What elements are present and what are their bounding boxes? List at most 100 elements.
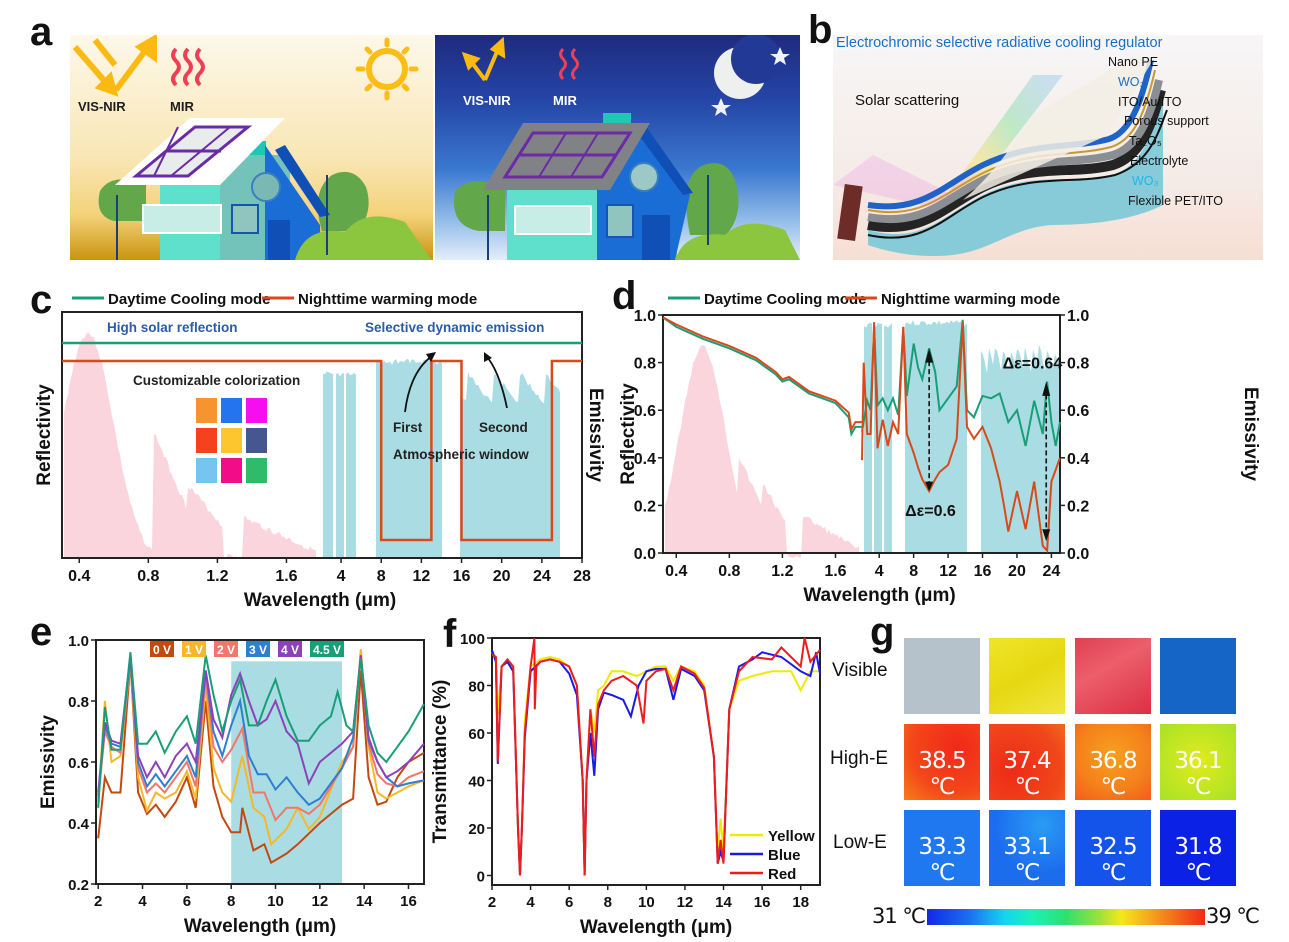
- atmospheric-window-band: [884, 322, 892, 553]
- y-tick-label: 60: [468, 726, 485, 743]
- temperature-colorbar: [927, 909, 1205, 925]
- x-tick-label: 1.6: [275, 568, 297, 585]
- layer-wo3-top: WO₃: [1118, 74, 1145, 89]
- day-vis-nir-label: VIS-NIR: [78, 99, 126, 114]
- arrow-first-window: [404, 355, 433, 413]
- heat-waves-icon: [559, 47, 579, 81]
- x-tick-label: 8: [604, 894, 612, 911]
- visible-tile-gray: [904, 638, 980, 714]
- low-e-tile: 32.5 ℃: [1075, 810, 1151, 886]
- row-label-visible: Visible: [832, 660, 888, 681]
- y-tick-label-right: 0.6: [1067, 403, 1089, 420]
- y-tick-label: 1.0: [634, 308, 656, 325]
- color-swatch: [246, 458, 267, 483]
- panel-d-letter: d: [612, 274, 637, 318]
- series-line-4-5v: [97, 652, 425, 808]
- daytime-house-scene: VIS-NIR MIR: [70, 35, 433, 260]
- annotation-first: First: [393, 420, 423, 435]
- x-tick-label: 1.2: [206, 568, 228, 585]
- moon-icon: [714, 35, 781, 99]
- star-icon: [770, 47, 790, 65]
- plot-frame: [61, 311, 583, 559]
- legend-label: Daytime Cooling mode: [704, 291, 867, 308]
- x-tick-label: 2: [488, 894, 496, 911]
- solar-spectrum-band: [64, 332, 316, 559]
- x-tick-label: 2: [94, 893, 102, 910]
- reflected-light-arrow-icon: [461, 36, 506, 82]
- solar-panel-icon: [131, 125, 253, 178]
- arrowhead: [1042, 529, 1051, 542]
- x-tick-label: 0.4: [665, 563, 687, 580]
- legend-tag: [150, 641, 174, 657]
- x-tick-label: 6: [565, 894, 573, 911]
- arrowhead: [1042, 381, 1051, 396]
- layer-labels: Nano PE WO₃ ITO/Au/ITO Porous support Ta…: [1108, 53, 1263, 211]
- x-tick-label: 20: [493, 568, 511, 585]
- layer-wo3-bottom: WO₃: [1132, 173, 1159, 188]
- y-tick-label: 0.2: [68, 877, 89, 894]
- x-axis-label: Wavelength (μm): [184, 916, 336, 937]
- y-tick-label: 0.8: [634, 356, 656, 373]
- star-icon: [711, 98, 731, 116]
- layer-electrolyte: Electrolyte: [1130, 153, 1189, 168]
- visible-tile-yellow: [989, 638, 1065, 714]
- low-e-temp: 32.5 ℃: [1089, 834, 1137, 886]
- y-tick-label-right: 1.0: [1067, 308, 1089, 325]
- x-tick-label: 18: [792, 894, 809, 911]
- atmospheric-window-band: [323, 371, 333, 558]
- y-tick-label: 0: [477, 869, 485, 886]
- arrowhead: [426, 352, 436, 362]
- y-tick-label: 0.6: [634, 403, 656, 420]
- panel-g-letter: g: [870, 610, 895, 654]
- colorbar-max-label: 39 ℃: [1206, 904, 1260, 928]
- legend-tag-label: 1 V: [185, 643, 203, 657]
- y-tick-label: 20: [468, 821, 485, 838]
- color-swatch: [196, 398, 217, 423]
- color-swatch: [221, 428, 242, 453]
- legend-label: Daytime Cooling mode: [108, 291, 271, 308]
- y-tick-label: 0.4: [634, 451, 656, 468]
- x-tick-label: 16: [974, 563, 992, 580]
- color-swatch: [196, 428, 217, 453]
- color-swatch: [196, 458, 217, 483]
- color-swatch: [246, 428, 267, 453]
- x-tick-label: 4: [337, 568, 346, 585]
- y-axis-label-left: Reflectivity: [618, 383, 639, 485]
- x-tick-label: 10: [267, 893, 284, 910]
- row-label-high-e: High-E: [830, 748, 889, 769]
- color-swatch: [221, 398, 242, 423]
- high-e-temp: 36.1 ℃: [1174, 748, 1222, 800]
- legend-tag-label: 0 V: [153, 643, 171, 657]
- x-tick-label: 8: [377, 568, 386, 585]
- delta-epsilon-label: Δε=0.6: [905, 503, 956, 520]
- arrow-second-window: [487, 357, 508, 409]
- sun-icon: [355, 37, 419, 101]
- x-axis-label: Wavelength (μm): [244, 590, 396, 610]
- visible-tile-blue: [1160, 638, 1236, 714]
- heat-waves-icon: [171, 47, 205, 87]
- chart-e-voltage-emissivity: 0 V 1 V 2 V 3 V 4 V 4.5 V 0.2 0.4 0.6 0.8 1.0 2 4 6 8 1…: [38, 633, 425, 937]
- x-tick-label: 12: [677, 894, 694, 911]
- night-vis-nir-label: VIS-NIR: [463, 93, 511, 108]
- plot-frame: [662, 314, 1061, 554]
- x-tick-label: 4: [875, 563, 884, 580]
- y-tick-label-right: 0.4: [1067, 451, 1089, 468]
- annotation-high-solar-reflection: High solar reflection: [107, 320, 238, 335]
- legend-tag: [310, 641, 344, 657]
- y-tick-label: 0.2: [634, 498, 656, 515]
- x-tick-label: 12: [311, 893, 328, 910]
- solar-spectrum-band: [665, 345, 859, 558]
- high-e-tile: 37.4 ℃: [989, 724, 1065, 800]
- night-mir-label: MIR: [553, 93, 577, 108]
- legend-tag: [214, 641, 238, 657]
- low-e-temp: 31.8 ℃: [1174, 834, 1222, 886]
- high-e-tile: 36.8 ℃: [1075, 724, 1151, 800]
- atmospheric-window-band: [905, 320, 967, 553]
- legend-tag: [246, 641, 270, 657]
- legend-tag: [182, 641, 206, 657]
- atmospheric-window-band: [346, 372, 356, 558]
- annotation-second: Second: [479, 420, 528, 435]
- x-tick-label: 14: [356, 893, 373, 910]
- solar-scattering-label: Solar scattering: [855, 92, 960, 109]
- legend-label: Nighttime warming mode: [881, 291, 1060, 308]
